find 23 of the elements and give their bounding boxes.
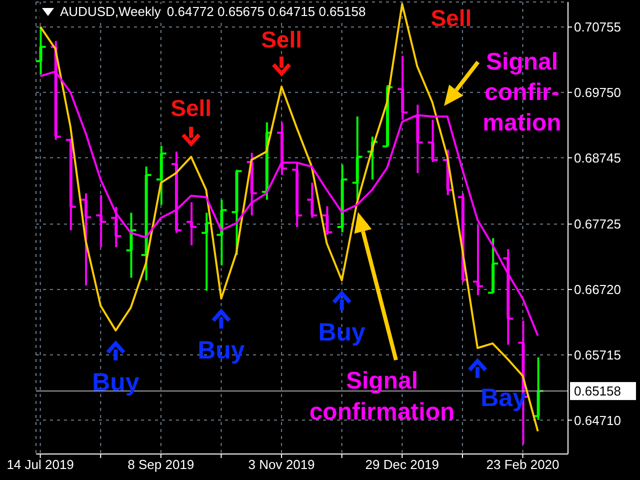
annotation: Sell [170,94,212,121]
y-tick-label: 0.68745 [574,150,621,166]
annotation: Buy [318,318,366,346]
chart-subtitle: 0.64772 0.65675 0.64715 0.65158 [166,4,366,19]
x-tick-label: 23 Feb 2020 [486,457,560,472]
y-tick-label: 0.65715 [574,347,621,362]
annotation: Sell [261,26,302,53]
y-tick-label: 0.64710 [574,412,621,428]
y-tick-label: 0.66720 [574,282,621,298]
chart-title: AUDUSD,Weekly [60,4,161,19]
annotation: Buy [198,336,245,365]
x-tick-label: 8 Sep 2019 [128,457,194,472]
annotation: Sell [430,4,472,31]
annotation: Buy [92,368,140,396]
y-tick-label: 0.69750 [574,85,621,100]
y-tick-label: 0.70755 [574,20,621,35]
annotation: Signal confir- mation [482,48,562,136]
annotation: Signal confirmation [309,367,455,425]
ref-line-label: 0.65158 [574,384,621,399]
x-tick-label: 3 Nov 2019 [248,457,315,472]
x-tick-label: 14 Jul 2019 [6,457,74,472]
y-tick-label: 0.67725 [574,216,621,232]
x-tick-label: 29 Dec 2019 [365,457,440,472]
